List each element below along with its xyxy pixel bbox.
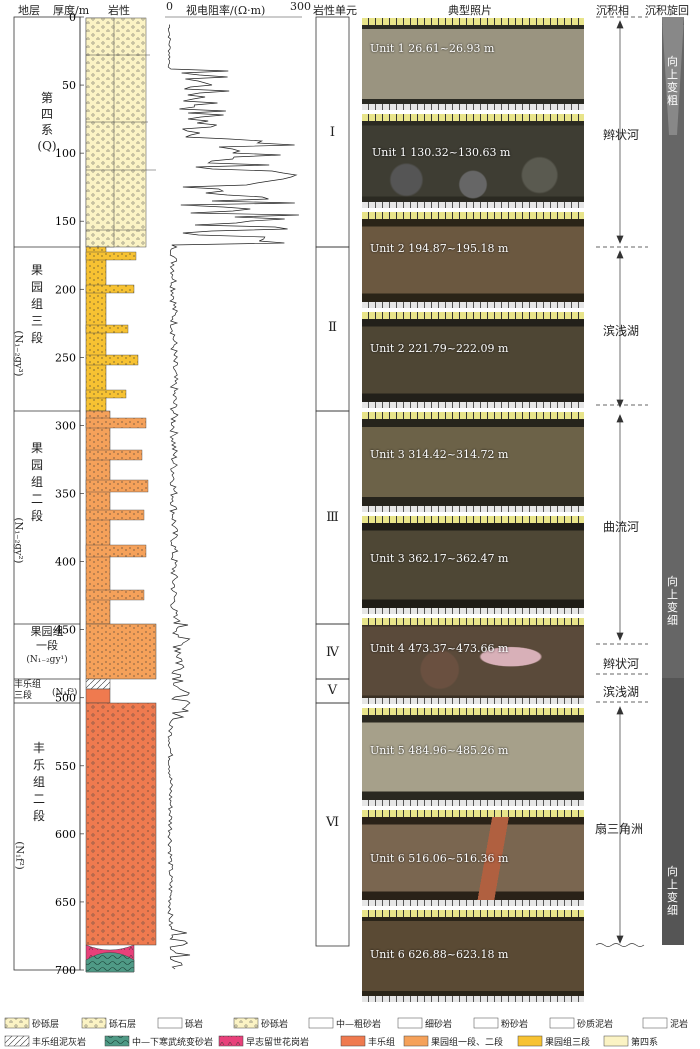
unit-1-label: Ⅰ	[329, 125, 336, 140]
facies-label-5: 滨浅湖	[603, 685, 640, 699]
unit-4-label: Ⅳ	[326, 645, 339, 660]
facies-label-4: 辫状河	[603, 657, 640, 671]
formation-fengle-3: 丰乐组 三段	[14, 680, 42, 701]
header-unit: 岩性单元	[313, 4, 357, 17]
legend-item: 细砂岩	[425, 1020, 453, 1030]
legend-item: 果园组三段	[545, 1038, 591, 1048]
legend-item: 粉砂岩	[501, 1020, 529, 1030]
formation-fengle-3-code: (N₁f³)	[52, 688, 78, 698]
legend-item: 砂质泥岩	[577, 1020, 614, 1030]
header-photo: 典型照片	[448, 4, 492, 17]
formation-guoyuan-2-code: (N₁₋₂gy²)	[12, 517, 24, 564]
header-lithology: 岩性	[108, 4, 130, 17]
core-photo-5: Unit 3 314.42~314.72 m	[362, 412, 584, 512]
facies-arrows	[616, 20, 624, 944]
unit-3-label: Ⅲ	[326, 510, 339, 525]
depth-tick-label: 400	[55, 556, 76, 569]
cycle-label-1: 向上变粗	[667, 55, 678, 107]
cycle-label-3: 向上变细	[667, 865, 678, 917]
depth-tick-label: 200	[55, 283, 76, 296]
legend-item: 丰乐组	[368, 1038, 396, 1048]
formation-fengle-2-code: (N₁f²)	[13, 841, 25, 870]
cycle-label-2: 向上变细	[667, 575, 678, 627]
lithology-column	[85, 17, 157, 973]
depth-tick-label: 700	[55, 964, 76, 977]
core-photo-6: Unit 3 362.17~362.47 m	[362, 516, 584, 614]
legend-item: 中—下寒武统变砂岩	[132, 1038, 214, 1048]
unit-column	[315, 16, 350, 947]
core-photo-3: Unit 2 194.87~195.18 m	[362, 212, 584, 308]
header-formation: 地层	[18, 4, 40, 17]
legend-item: 砂砾层	[32, 1020, 60, 1030]
depth-tick-label: 50	[62, 79, 76, 92]
header-facies: 沉积相	[596, 4, 629, 17]
legend-item: 砾岩	[185, 1020, 204, 1030]
facies-label-3: 曲流河	[603, 520, 640, 534]
formation-quaternary: 第四系 (Q)	[37, 91, 57, 153]
depth-tick-label: 600	[55, 828, 76, 841]
core-photo-4: Unit 2 221.79~222.09 m	[362, 312, 584, 408]
formation-guoyuan-3-code: (N₁₋₂gy³)	[12, 330, 24, 377]
legend-item: 砂砾岩	[261, 1020, 289, 1030]
legend-item: 果园组一段、二段	[431, 1038, 504, 1048]
core-photo-10: Unit 6 626.88~623.18 m	[362, 910, 584, 1002]
facies-boundaries	[596, 16, 648, 703]
resistivity-curve	[167, 24, 299, 970]
legend-item: 丰乐组泥灰岩	[32, 1038, 87, 1048]
sedimentary-cycles	[662, 17, 684, 945]
legend-item: 第四系	[631, 1038, 659, 1048]
formation-guoyuan-2: 果园组二段	[30, 441, 43, 523]
core-photo-8: Unit 5 484.96~485.26 m	[362, 708, 584, 806]
formation-guoyuan-1: 果园组 一段 (N₁₋₂gy¹)	[26, 625, 68, 665]
core-photo-2: Unit 1 130.32~130.63 m	[362, 114, 584, 208]
facies-label-2: 滨浅湖	[603, 324, 640, 338]
core-photo-7: Unit 4 473.37~473.66 m	[362, 618, 584, 704]
header-resistivity: 视电阻率/(Ω·m)	[186, 4, 266, 17]
depth-tick-label: 300	[55, 419, 76, 432]
unit-2-label: Ⅱ	[328, 320, 337, 335]
depth-tick-label: 450	[55, 624, 76, 637]
unit-5-label: Ⅴ	[327, 683, 338, 698]
depth-tick-label: 500	[55, 692, 76, 705]
core-photo-1: Unit 1 26.61~26.93 m	[362, 18, 584, 110]
facies-label-1: 辫状河	[603, 128, 640, 142]
formation-fengle-2: 丰乐组二段	[32, 741, 45, 823]
header-cycle: 沉积旋回	[645, 4, 689, 17]
unit-6-label: Ⅵ	[325, 815, 340, 830]
depth-tick-label: 250	[55, 351, 76, 364]
core-photo-9: Unit 6 516.06~516.36 m	[362, 810, 584, 906]
formation-guoyuan-3: 果园组三段	[30, 263, 43, 345]
facies-label-6: 扇三角洲	[595, 822, 644, 836]
header-depth: 厚度/m	[53, 4, 90, 17]
depth-tick-label: 650	[55, 896, 76, 909]
header-res-min: 0	[166, 0, 173, 13]
legend-item: 早志留世花岗岩	[246, 1038, 310, 1048]
depth-tick-label: 100	[55, 147, 76, 160]
depth-tick-label: 550	[55, 760, 76, 773]
depth-tick-label: 350	[55, 488, 76, 501]
legend-item: 中—粗砂岩	[336, 1020, 382, 1030]
depth-ticks: 0 50 100 150 200 250 300 350 400 450 500 550 600 650 7…	[55, 11, 84, 977]
depth-tick-label: 150	[55, 215, 76, 228]
header-res-max: 300	[290, 0, 311, 13]
legend-item: 砾石层	[109, 1020, 137, 1030]
legend-item: 泥岩	[670, 1020, 689, 1030]
depth-tick-label: 0	[69, 11, 76, 24]
